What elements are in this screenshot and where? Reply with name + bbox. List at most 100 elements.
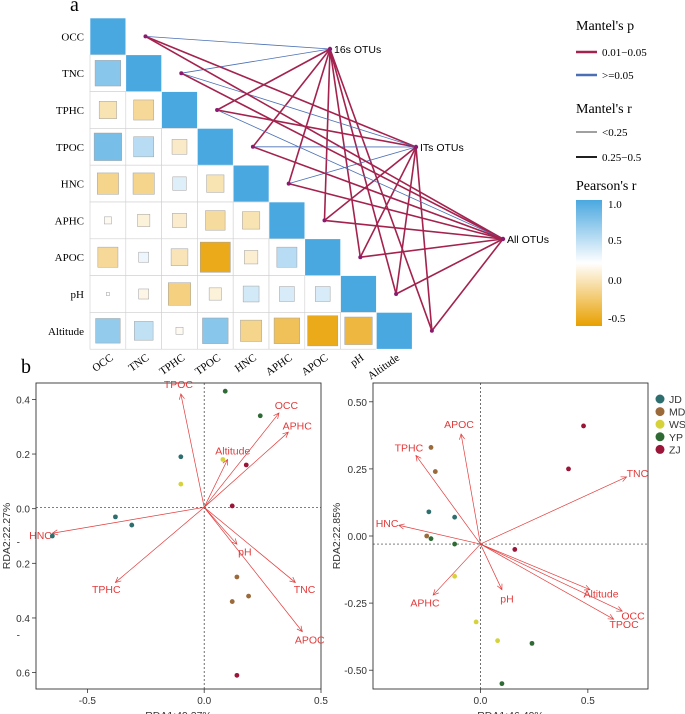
vector-label-occ: OCC — [275, 400, 299, 412]
sample-point-jd — [178, 454, 184, 460]
sample-point-jd — [49, 533, 55, 539]
col-label-tnc: TNC — [127, 352, 152, 374]
vector-head — [179, 393, 185, 400]
vector-tnc — [203, 507, 296, 583]
vector-head — [114, 576, 122, 583]
x-tick-label: 0.5 — [581, 696, 595, 707]
vector-head — [282, 431, 289, 438]
y-tick-dash: - — [17, 630, 20, 641]
vector-head — [51, 529, 59, 536]
vector-head — [583, 584, 591, 591]
sample-point-yp — [452, 541, 458, 547]
y-axis-title: RDA2:22.85% — [331, 503, 343, 570]
corr-square — [244, 250, 259, 265]
sample-point-jd — [426, 509, 432, 515]
mantel-link — [395, 146, 417, 295]
variable-node — [322, 218, 327, 223]
y-tick-label: -0.50 — [344, 666, 367, 677]
vector-label-tpoc: TPOC — [164, 379, 194, 391]
diag-cell-occ — [89, 17, 127, 56]
variable-node — [358, 255, 363, 260]
panel-a-label: a — [70, 0, 79, 16]
vector-head — [432, 589, 439, 596]
col-label-hnc: HNC — [233, 352, 259, 375]
col-label-ph: pH — [348, 352, 366, 370]
row-label-aphc: APHC — [55, 215, 84, 227]
corr-square — [168, 282, 191, 306]
vector-head — [607, 614, 615, 620]
legend-swatch-ws — [655, 419, 665, 429]
mantel-link — [216, 109, 417, 148]
sample-point-zj — [566, 466, 571, 472]
variable-node — [429, 328, 434, 333]
pearson-tick-2: 0.5 — [608, 235, 622, 247]
pearson-tick-3: 0.0 — [608, 275, 622, 287]
corr-square — [242, 211, 261, 230]
pearson-title: Pearson's r — [576, 179, 637, 194]
mantel-link — [360, 238, 504, 258]
mantel-link — [415, 146, 433, 331]
corr-square — [205, 210, 226, 231]
x-axis-title: RDA1:49.27% — [145, 710, 212, 714]
sample-point-ws — [473, 619, 479, 625]
row-label-tpoc: TPOC — [56, 142, 84, 154]
corr-square — [94, 60, 121, 87]
vector-head — [273, 412, 280, 419]
sample-point-md — [424, 533, 430, 539]
otu-label-3: All OTUs — [507, 234, 549, 246]
corr-square — [134, 321, 154, 341]
legend-swatch-md — [655, 407, 665, 417]
y-tick-label: 0.2 — [16, 559, 30, 570]
vector-label-aphc: APHC — [283, 421, 313, 433]
legend-label-zj: ZJ — [669, 444, 681, 456]
vector-ph — [203, 507, 238, 545]
corr-square — [171, 139, 188, 155]
cell-frame — [125, 164, 162, 203]
corr-square — [138, 251, 149, 263]
vector-hnc — [52, 506, 205, 534]
mantel-link — [252, 48, 331, 148]
legend-label-ws: WS — [669, 419, 685, 431]
vector-hnc — [398, 524, 481, 545]
vector-occ — [480, 543, 623, 612]
diag-cell-altitude — [376, 312, 413, 350]
vector-label-tpoc: TPOC — [609, 619, 639, 631]
mantel-link — [324, 219, 504, 240]
col-label-occ: OCC — [90, 352, 115, 375]
rda-plot-left: -0.5 0.0 0.5 0.4 0.2 0.0 0.2 0.4 0.6 - - RDA1:49.27… — [1, 379, 328, 714]
otu-nodes: 16s OTUs ITs OTUs All OTUs — [143, 34, 549, 333]
row-label-ph: pH — [71, 289, 85, 301]
y-tick-label: 0.25 — [348, 465, 368, 476]
vector-altitude — [203, 459, 228, 508]
sample-point-zj — [229, 503, 235, 509]
corr-square — [106, 292, 110, 296]
plot-frame — [372, 382, 649, 690]
corr-square — [344, 316, 373, 345]
legend-swatch-jd — [655, 394, 665, 404]
plot-frame — [35, 382, 322, 690]
mantel-r-item-2: 0.25−0.5 — [602, 152, 642, 164]
y-tick-label: 0.50 — [348, 398, 368, 409]
row-label-apoc: APOC — [55, 252, 84, 264]
x-tick-label: 0.5 — [314, 696, 328, 707]
row-label-tnc: TNC — [62, 68, 84, 80]
sample-point-zj — [512, 547, 518, 552]
diag-cell-tpoc — [197, 128, 234, 166]
sample-point-ws — [178, 481, 184, 487]
mantel-link — [181, 72, 417, 148]
variable-node — [394, 292, 399, 296]
legend-swatch-zj — [655, 444, 665, 454]
corr-square — [133, 99, 155, 121]
vector-head — [497, 583, 503, 591]
sample-point-ws — [452, 573, 458, 579]
vector-label-apoc: APOC — [295, 634, 325, 646]
sample-point-md — [428, 445, 434, 450]
row-label-hnc: HNC — [61, 179, 84, 191]
sample-point-md — [246, 593, 251, 599]
mantel-link — [145, 35, 417, 148]
vector-label-ph: pH — [500, 594, 513, 606]
sample-point-zj — [243, 462, 249, 468]
sample-point-yp — [529, 640, 535, 646]
vector-label-altitude: Altitude — [584, 589, 619, 601]
